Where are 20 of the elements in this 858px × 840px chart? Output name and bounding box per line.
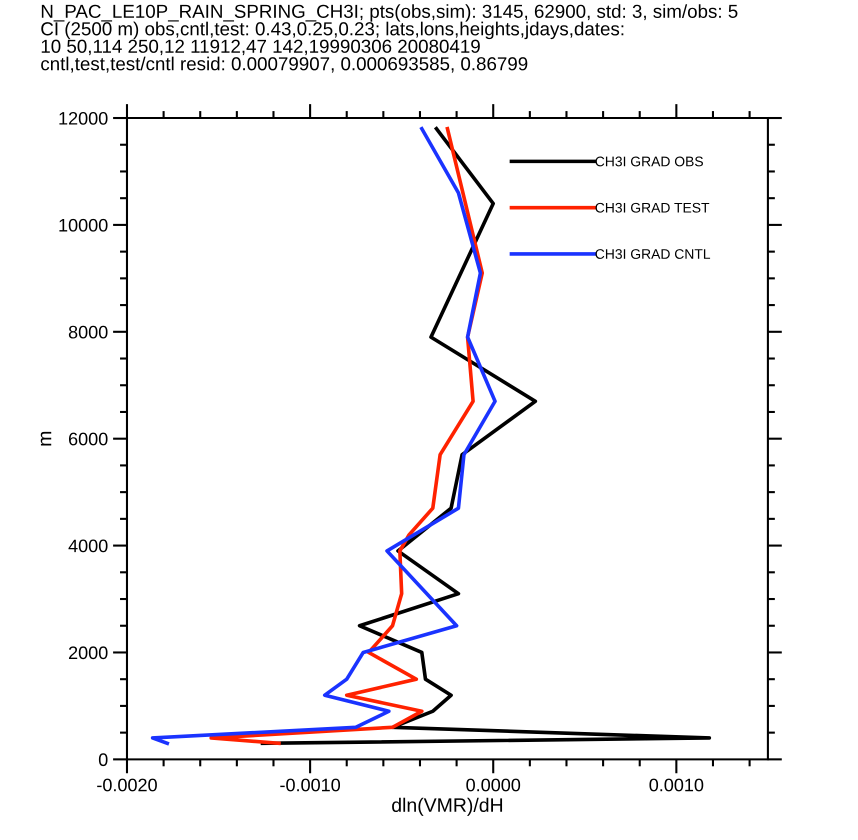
- line-series: [260, 126, 712, 746]
- x-tick-label: 0.0010: [649, 778, 704, 792]
- x-axis-title: dln(VMR)/dH: [392, 798, 502, 816]
- y-tick-label: 6000: [68, 432, 108, 446]
- x-tick-label: 0.0000: [466, 778, 520, 792]
- y-tick-label: 8000: [68, 326, 108, 339]
- y-tick-label: 10000: [59, 218, 108, 232]
- y-axis-title: m: [40, 432, 52, 446]
- text: CH3I GRAD OBS: [595, 156, 703, 166]
- line-series: [150, 126, 497, 746]
- line-series: [209, 126, 484, 746]
- y-tick-label: 2000: [68, 646, 108, 660]
- chart-title: N_PAC_LE10P_RAIN_SPRING_CH3I; pts(obs,sim): 3145, 62900, std: 3, sim/obs: 5 CI (2500 m) obs,cntl,test: 0.43,0.25,0.23; lats,lons,heights,jdays,dates: 10 50,114 250,12 11912,47 142,19990306 20080419 cntl,test,test/cntl resid: 0.00079907, 0.000693585, 0.86799: [41, 4, 738, 73]
- y-tick-label: 4000: [68, 540, 108, 552]
- x-tick-label: -0.0020: [97, 778, 157, 792]
- text: CH3I GRAD CNTL: [595, 249, 710, 259]
- y-tick-label: 0: [98, 753, 108, 766]
- x-tick-label: -0.0010: [280, 778, 340, 792]
- text: CH3I GRAD TEST: [595, 202, 710, 213]
- y-tick-label: 12000: [59, 112, 108, 125]
